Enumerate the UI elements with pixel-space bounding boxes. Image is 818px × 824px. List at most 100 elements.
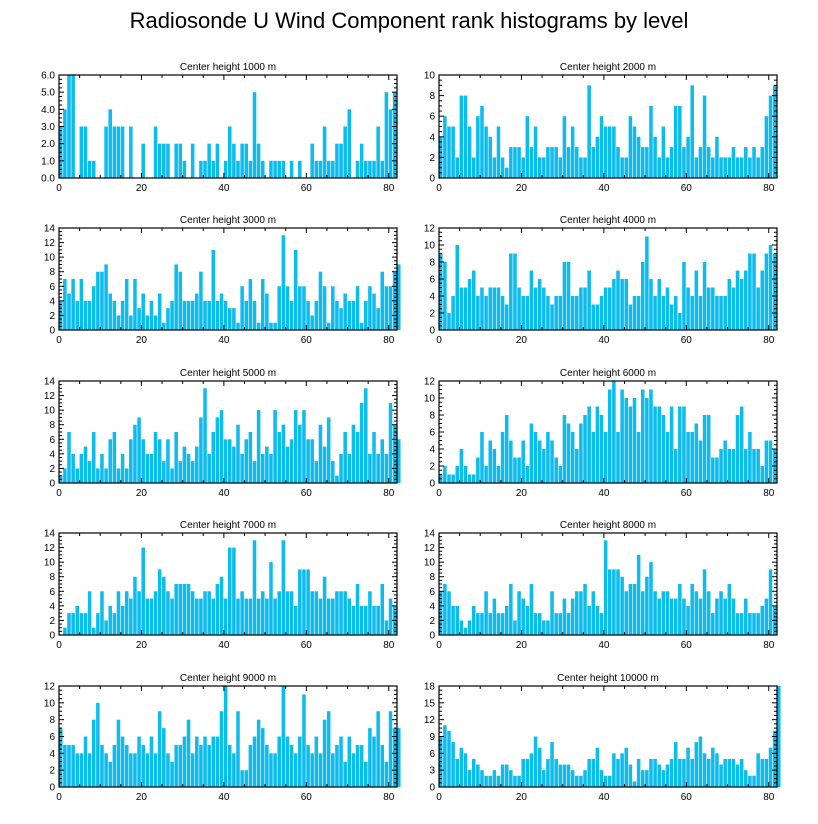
- histogram-bar: [129, 598, 133, 635]
- histogram-bar: [657, 279, 661, 330]
- histogram-bar: [228, 308, 232, 330]
- x-tick-label: 80: [383, 335, 395, 346]
- histogram-bar: [149, 598, 154, 635]
- histogram-bar: [665, 591, 670, 635]
- x-tick-label: 0: [436, 640, 442, 651]
- histogram-bar: [240, 770, 244, 787]
- y-tick-label: 9: [429, 732, 435, 743]
- histogram-bar: [124, 279, 129, 330]
- histogram-bar: [256, 143, 261, 178]
- histogram-bar: [67, 293, 71, 330]
- histogram-bar: [570, 598, 575, 635]
- histogram-bar: [236, 322, 240, 330]
- y-tick-label: 14: [424, 529, 436, 540]
- histogram-bar: [698, 736, 703, 787]
- histogram-bar: [661, 296, 666, 330]
- histogram-bar: [558, 296, 563, 330]
- histogram-bar: [719, 449, 723, 483]
- x-tick-label: 80: [763, 335, 775, 346]
- histogram-bar: [591, 758, 596, 787]
- histogram-bar: [335, 744, 339, 787]
- histogram-bar: [698, 147, 703, 178]
- histogram-bar: [153, 753, 158, 787]
- histogram-bar: [661, 770, 666, 787]
- histogram-bar: [673, 449, 678, 483]
- panel-title: Center height 8000 m: [560, 520, 656, 531]
- histogram-bar: [302, 410, 306, 483]
- y-tick-label: 0: [429, 783, 435, 794]
- histogram-bar: [657, 406, 661, 483]
- histogram-bar: [455, 758, 460, 787]
- histogram-bar: [116, 591, 121, 635]
- histogram-bar: [756, 449, 760, 483]
- histogram-bar: [203, 300, 207, 330]
- y-tick-label: 10: [424, 558, 436, 569]
- histogram-bar: [162, 322, 166, 330]
- histogram-bar: [124, 744, 129, 787]
- histogram-bar: [521, 758, 525, 787]
- histogram-bar: [480, 105, 484, 178]
- histogram-bar: [748, 253, 752, 330]
- histogram-bar: [83, 613, 88, 635]
- histogram-bar: [157, 439, 162, 483]
- histogram-bar: [195, 293, 199, 330]
- histogram-bar: [285, 736, 290, 787]
- histogram-bar: [645, 236, 649, 330]
- histogram-bar: [542, 157, 546, 178]
- histogram-bar: [558, 157, 563, 178]
- histogram-bar: [368, 160, 372, 178]
- histogram-bar: [500, 764, 505, 787]
- histogram-bar: [228, 439, 232, 483]
- y-tick-label: 2: [49, 616, 55, 627]
- histogram-bar: [591, 304, 596, 330]
- histogram-bar: [96, 613, 100, 635]
- histogram-bar: [129, 753, 133, 787]
- histogram-bar: [364, 300, 368, 330]
- histogram-bar: [298, 286, 302, 330]
- x-tick-label: 80: [383, 792, 395, 803]
- histogram-bar: [137, 417, 141, 483]
- histogram-bar: [380, 271, 385, 330]
- histogram-bar: [63, 279, 67, 330]
- y-tick-label: 8: [49, 715, 55, 726]
- histogram-bar: [768, 245, 773, 330]
- histogram-bar: [133, 576, 137, 635]
- y-tick-label: 2: [49, 311, 55, 322]
- histogram-bar: [616, 432, 620, 483]
- histogram-bar: [443, 116, 447, 178]
- histogram-bar: [339, 143, 343, 178]
- histogram-bar: [509, 147, 513, 178]
- histogram-bar: [455, 245, 460, 330]
- histogram-bar: [554, 147, 558, 178]
- histogram-bar: [735, 157, 740, 178]
- histogram-bar: [124, 591, 129, 635]
- histogram-bar: [380, 584, 385, 635]
- x-tick-label: 20: [136, 792, 148, 803]
- y-tick-label: 4.0: [41, 105, 55, 116]
- x-tick-label: 40: [598, 488, 610, 499]
- histogram-bar: [63, 468, 67, 483]
- histogram-bar: [195, 446, 199, 483]
- histogram-bar: [265, 293, 269, 330]
- histogram-bar: [100, 453, 104, 483]
- histogram-bar: [388, 598, 393, 635]
- histogram-bar: [525, 296, 530, 330]
- histogram-bar: [673, 742, 678, 787]
- histogram-bar: [87, 160, 92, 178]
- histogram-bar: [587, 270, 591, 330]
- histogram-bar: [87, 591, 92, 635]
- histogram-bar: [744, 270, 748, 330]
- histogram-bar: [756, 157, 760, 178]
- histogram-bar: [509, 440, 513, 483]
- histogram-bar: [96, 702, 100, 787]
- histogram-bar: [735, 270, 740, 330]
- histogram-bar: [211, 432, 216, 483]
- histogram-bar: [129, 439, 133, 483]
- histogram-bar: [636, 554, 641, 635]
- histogram-bar: [248, 432, 253, 483]
- histogram-bar: [554, 457, 558, 483]
- histogram-bar: [665, 157, 670, 178]
- histogram-bar: [496, 775, 501, 787]
- histogram-bar: [595, 406, 600, 483]
